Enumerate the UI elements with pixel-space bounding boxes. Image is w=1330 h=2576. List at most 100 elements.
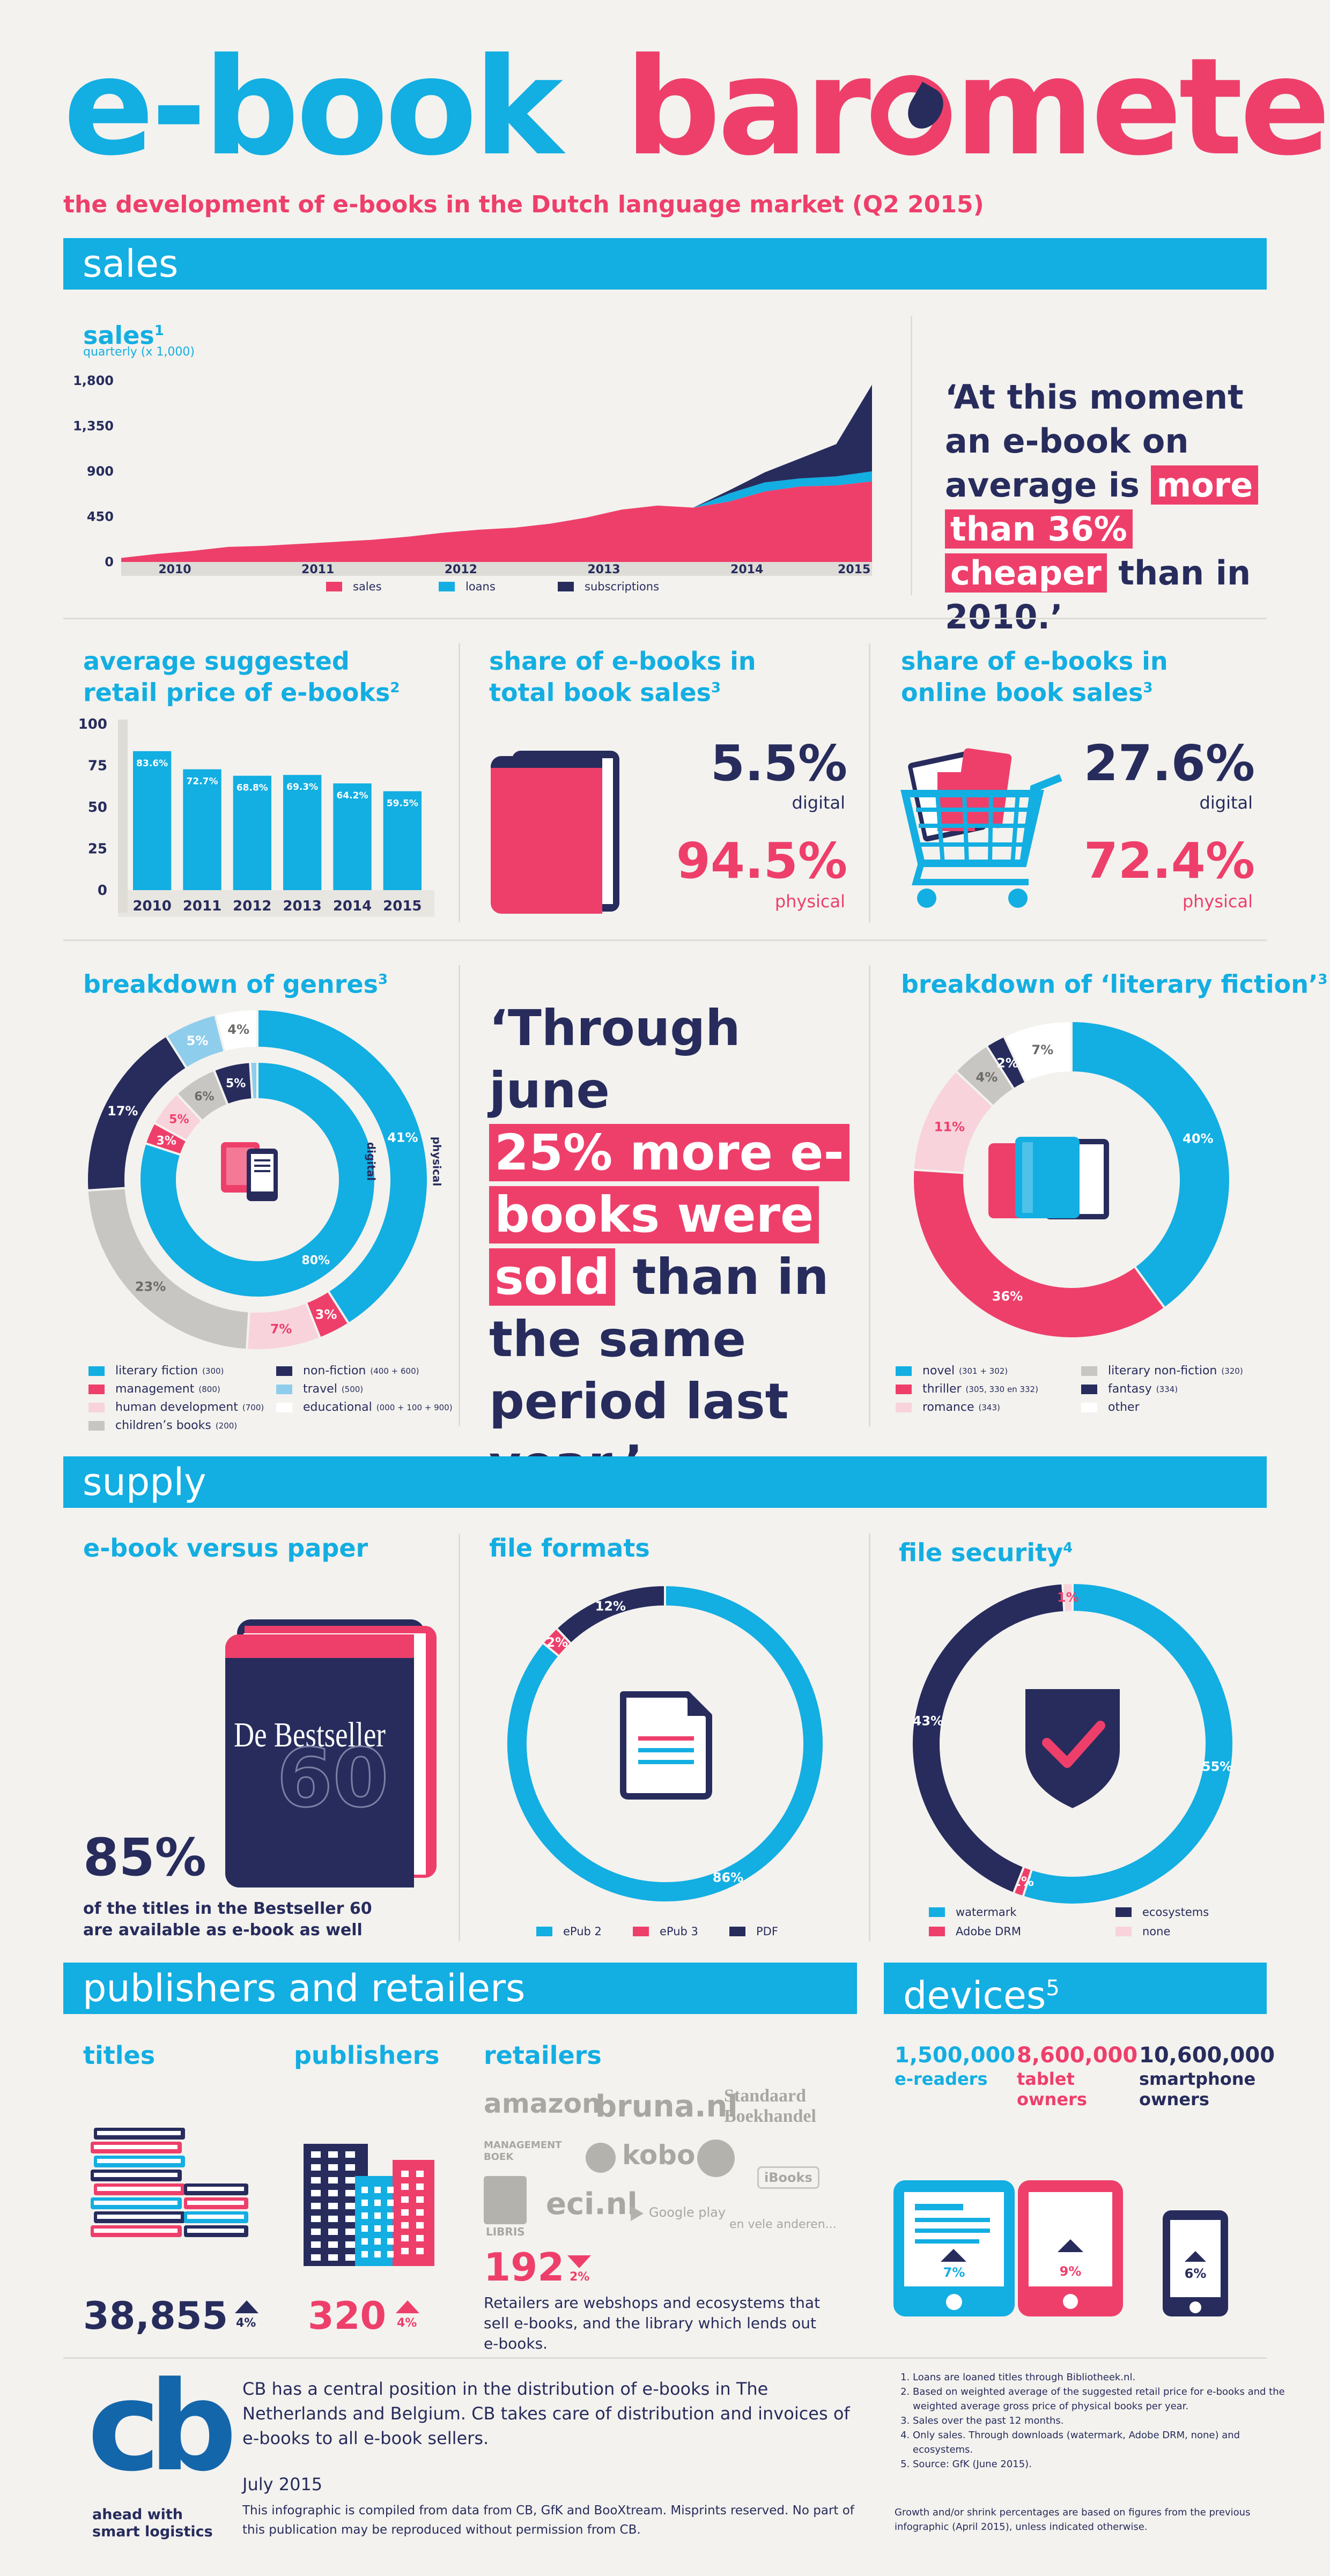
x-tick-label: 2012	[445, 563, 477, 576]
share-total-physical-value: 94.5%	[676, 832, 847, 890]
legend-item: literary non-fiction (320)	[1081, 1364, 1243, 1378]
legend-note: (300)	[202, 1366, 224, 1376]
slice-literary-fiction	[256, 1008, 429, 1326]
y-tick-label: 0	[98, 883, 107, 899]
window	[387, 2251, 394, 2257]
slice-ecosystems	[911, 1582, 1066, 1895]
window	[387, 2212, 394, 2219]
legend-note: (000 + 100 + 900)	[376, 1402, 453, 1412]
subscriptions-legend-item: subscriptions	[558, 580, 659, 593]
x-tick-label: 2015	[838, 563, 870, 576]
paper-text: of the titles in the Bestseller 60 are a…	[83, 1899, 372, 1940]
book-pages	[94, 2173, 178, 2177]
security-title: file security4	[899, 1538, 1073, 1567]
legend-item: fantasy (334)	[1081, 1382, 1178, 1396]
legend-swatch	[896, 1366, 912, 1376]
y-tick-label: 75	[88, 758, 107, 774]
books-icon	[988, 1137, 1109, 1219]
genres-donut-chart: 41% 3% 7% 23% 17% 5% 4% 80% 3% 5% 6% 5%	[86, 1008, 429, 1351]
divider	[63, 939, 1267, 941]
slice-epub-2	[505, 1583, 825, 1904]
retailers-text: Retailers are webshops and ecosystems th…	[484, 2294, 821, 2352]
y-tick-label: 100	[78, 716, 107, 732]
legend-item: management (800)	[88, 1382, 220, 1396]
y-tick-label: 25	[88, 841, 107, 857]
none-legend-item: none	[1115, 1925, 1170, 1938]
y-tick-label: 0	[105, 554, 114, 569]
gauge-o-icon	[871, 75, 952, 156]
bar-value-label: 68.8%	[237, 783, 268, 794]
bestseller-book-number: 60	[276, 1731, 390, 1826]
bar-value-label: 69.3%	[286, 782, 318, 793]
window	[374, 2251, 381, 2257]
tablets-label: tablet owners	[1017, 2069, 1087, 2109]
divider	[911, 316, 912, 595]
window	[361, 2200, 368, 2206]
cb-logo-mark: cb	[87, 2356, 237, 2499]
tablets-value: 8,600,000	[1017, 2043, 1138, 2068]
share-online-physical-label: physical	[1182, 891, 1253, 912]
window	[374, 2212, 381, 2219]
legend-swatch	[1081, 1384, 1097, 1394]
window	[328, 2254, 338, 2261]
price-bar-chart: 0 25 50 75 100 83.6% 72.7% 68.8% 69.3% 64.2% 59.5%…	[78, 716, 434, 917]
section-band-supply: supply	[63, 1456, 1267, 1508]
series-loans-area	[121, 471, 872, 558]
price-bar	[333, 783, 372, 890]
share-online-digital-label: digital	[1199, 793, 1253, 813]
book-pages	[94, 2201, 178, 2205]
title-meter: meter	[955, 29, 1330, 185]
kobo-logo: kobo	[622, 2140, 696, 2171]
legend-item: non-fiction (400 + 600)	[276, 1364, 419, 1378]
bar-value-label: 72.7%	[187, 776, 218, 787]
x-tick-label: 2014	[333, 898, 372, 914]
window	[311, 2216, 321, 2222]
divider	[63, 2357, 1267, 2359]
legend-label: literary fiction	[115, 1364, 198, 1378]
libris-logo-mark	[484, 2176, 527, 2224]
book-pages	[187, 2187, 244, 2191]
bestseller-book-title: De Bestseller	[234, 1715, 386, 1755]
legend-item: educational (000 + 100 + 900)	[276, 1401, 453, 1414]
share-online-title: share of e-books in online book sales3	[901, 647, 1168, 707]
legend-swatch	[88, 1384, 105, 1394]
growth-note: Growth and/or shrink percentages are bas…	[895, 2507, 1251, 2533]
legend-item: travel (500)	[276, 1382, 363, 1396]
legend-label: thriller	[922, 1382, 962, 1396]
window	[401, 2171, 409, 2177]
legend-swatch	[276, 1366, 292, 1376]
window	[361, 2212, 368, 2219]
bar-value-label: 59.5%	[387, 798, 418, 809]
titles-up-arrow-icon	[235, 2300, 258, 2313]
legend-item: other	[1081, 1401, 1144, 1414]
slice-value-label: 17%	[107, 1104, 138, 1119]
window	[361, 2238, 368, 2245]
slice-value-label: 1%	[1057, 1590, 1079, 1605]
slice-value-label: 40%	[1183, 1131, 1213, 1146]
window	[328, 2229, 338, 2235]
legend-note: (400 + 600)	[370, 1366, 419, 1376]
titles-value: 38,855	[83, 2294, 228, 2338]
litfic-title: breakdown of ‘literary fiction’3	[901, 969, 1328, 999]
slice-novel	[1070, 1019, 1231, 1310]
legend-label: educational	[303, 1401, 372, 1414]
book-icon	[491, 751, 619, 914]
slice-value-label: 23%	[135, 1279, 166, 1294]
bar-value-label: 64.2%	[337, 790, 368, 801]
cb-logo: cb	[83, 2366, 237, 2499]
window	[416, 2222, 424, 2229]
window	[401, 2248, 409, 2254]
paper-title: e-book versus paper	[83, 1534, 368, 1563]
book-pages	[97, 2131, 181, 2135]
slice-educational	[213, 1008, 258, 1054]
legend-note: (500)	[341, 1384, 364, 1394]
share-online-digital-value: 27.6%	[1083, 735, 1255, 792]
retailers-change: 2%	[570, 2270, 590, 2284]
legend-label: romance	[922, 1401, 974, 1414]
x-tick-label: 2010	[158, 563, 191, 576]
bestseller-book-icon: De Bestseller 60	[225, 1619, 437, 1887]
buildings-icon	[304, 2144, 434, 2266]
formats-ring: 86%2%12%	[505, 1583, 825, 1904]
window	[401, 2222, 409, 2229]
